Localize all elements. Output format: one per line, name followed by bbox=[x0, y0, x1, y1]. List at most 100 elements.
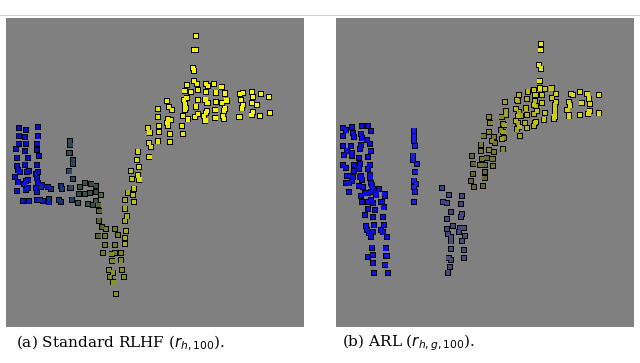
Point bbox=[497, 114, 507, 119]
Point bbox=[221, 98, 232, 103]
Point bbox=[132, 157, 142, 163]
Point bbox=[264, 94, 274, 100]
Point bbox=[496, 127, 506, 133]
Point bbox=[499, 129, 509, 135]
Point bbox=[594, 111, 604, 117]
Point bbox=[65, 150, 75, 156]
Point bbox=[129, 199, 139, 205]
Point bbox=[365, 189, 376, 195]
Point bbox=[568, 92, 578, 98]
Point bbox=[550, 103, 560, 109]
Point bbox=[532, 108, 542, 114]
Point bbox=[162, 98, 172, 104]
Point bbox=[127, 192, 138, 197]
Point bbox=[365, 148, 376, 154]
Point bbox=[108, 280, 118, 285]
Point bbox=[584, 111, 594, 117]
Point bbox=[97, 224, 107, 230]
Point bbox=[246, 101, 257, 106]
Point bbox=[189, 47, 200, 53]
Point bbox=[116, 267, 127, 273]
Point bbox=[116, 258, 127, 264]
Point bbox=[104, 274, 115, 280]
Point bbox=[143, 125, 154, 131]
Point bbox=[180, 101, 190, 107]
Point bbox=[365, 141, 376, 147]
Point bbox=[188, 65, 198, 71]
Point bbox=[200, 118, 211, 123]
Point bbox=[444, 270, 454, 276]
Point bbox=[108, 280, 118, 285]
Point bbox=[133, 149, 143, 155]
Point bbox=[265, 110, 275, 116]
Point bbox=[248, 109, 259, 115]
Point bbox=[221, 98, 232, 103]
Point bbox=[109, 226, 120, 232]
Point bbox=[198, 113, 209, 119]
Point bbox=[408, 158, 419, 163]
Point bbox=[13, 125, 24, 131]
Point bbox=[113, 232, 123, 238]
Point bbox=[116, 258, 127, 264]
Point bbox=[86, 181, 97, 187]
Point bbox=[442, 200, 452, 206]
Point bbox=[367, 182, 377, 188]
Point bbox=[264, 94, 274, 100]
Point bbox=[456, 211, 467, 217]
Point bbox=[237, 106, 247, 111]
Point bbox=[380, 193, 390, 199]
Point bbox=[104, 268, 114, 273]
Point bbox=[162, 98, 172, 104]
Point bbox=[497, 136, 507, 142]
Point bbox=[496, 127, 506, 133]
Point bbox=[144, 140, 154, 146]
Point bbox=[362, 227, 372, 233]
Point bbox=[64, 150, 74, 155]
Point bbox=[365, 197, 376, 203]
Point bbox=[133, 172, 143, 178]
Point bbox=[514, 92, 524, 98]
Point bbox=[374, 186, 384, 192]
Point bbox=[56, 199, 66, 205]
Point bbox=[248, 94, 259, 100]
Point bbox=[534, 78, 545, 84]
Point bbox=[127, 192, 138, 197]
Point bbox=[211, 107, 221, 113]
Point bbox=[189, 68, 199, 73]
Point bbox=[369, 270, 380, 276]
Point bbox=[409, 184, 419, 190]
Point bbox=[238, 90, 248, 96]
Point bbox=[216, 84, 227, 90]
Point bbox=[104, 268, 114, 273]
Point bbox=[534, 78, 545, 84]
Point bbox=[177, 114, 188, 119]
Point bbox=[476, 148, 486, 154]
Point bbox=[154, 129, 164, 135]
Point bbox=[248, 109, 259, 115]
Point bbox=[100, 233, 110, 239]
Point bbox=[164, 104, 174, 110]
Point bbox=[180, 107, 190, 113]
Point bbox=[120, 241, 131, 247]
Point bbox=[468, 171, 478, 177]
Point bbox=[356, 123, 367, 129]
Point bbox=[496, 127, 506, 133]
Point bbox=[129, 199, 139, 205]
Point bbox=[536, 66, 546, 72]
Point bbox=[438, 199, 448, 205]
Point bbox=[143, 125, 154, 131]
Point bbox=[444, 270, 454, 276]
Point bbox=[381, 234, 392, 240]
Point bbox=[438, 199, 448, 205]
Point bbox=[551, 99, 561, 105]
Point bbox=[496, 127, 506, 133]
Point bbox=[31, 171, 42, 177]
Point bbox=[564, 114, 574, 119]
Point bbox=[459, 256, 469, 261]
Point bbox=[438, 199, 448, 205]
Point bbox=[235, 114, 245, 120]
Point bbox=[12, 155, 22, 160]
Point bbox=[479, 133, 489, 139]
Point bbox=[93, 218, 104, 224]
Point bbox=[409, 134, 419, 139]
